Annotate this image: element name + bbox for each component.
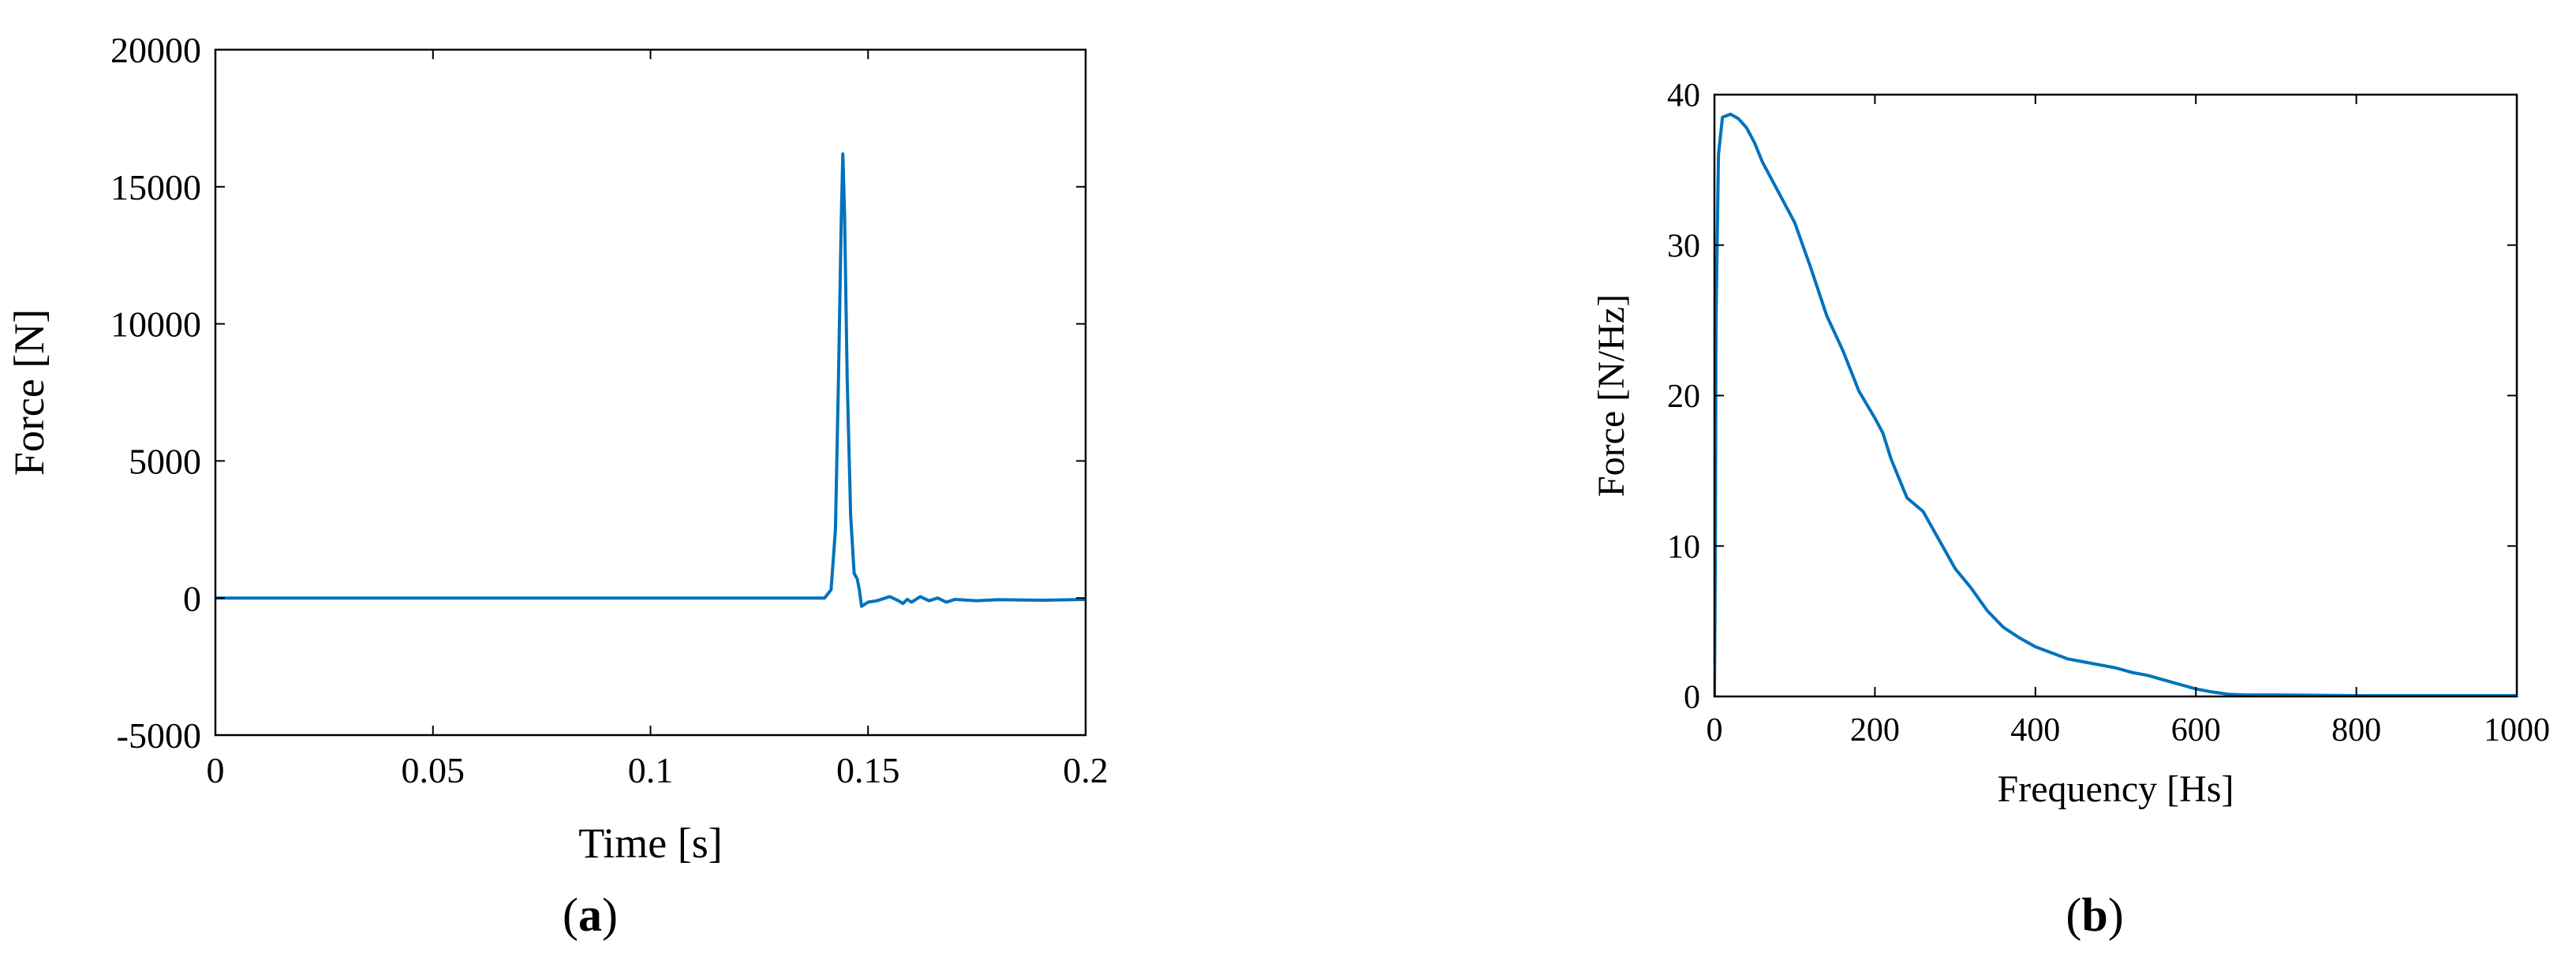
x-axis-label: Frequency [Hs] xyxy=(1998,768,2234,810)
panel-label: (b) xyxy=(2066,889,2123,941)
x-axis-label: Time [s] xyxy=(578,820,723,867)
series-line-0 xyxy=(215,152,1086,608)
y-axis-label: Force [N] xyxy=(6,309,53,476)
y-axis-label: Force [N/Hz] xyxy=(1591,294,1632,497)
y-tick-label: 0 xyxy=(1684,680,1700,716)
panel-label: (a) xyxy=(563,889,618,941)
panel-label-letter: a xyxy=(578,889,602,941)
y-tick-label: 20 xyxy=(1667,379,1700,415)
panel-label-open: ( xyxy=(563,889,578,941)
y-tick-label: 15000 xyxy=(110,167,201,207)
x-tick-label: 0.1 xyxy=(628,750,674,790)
panel-label-open: ( xyxy=(2066,889,2081,941)
y-tick-label: 5000 xyxy=(129,442,201,482)
x-tick-label: 600 xyxy=(2171,712,2221,749)
x-tick-label: 0.2 xyxy=(1063,750,1109,790)
series-line-0 xyxy=(1714,112,2517,696)
panel-label-close: ) xyxy=(2108,889,2124,941)
y-tick-label: 10 xyxy=(1667,529,1700,566)
x-tick-label: 400 xyxy=(2010,712,2060,749)
axes-box xyxy=(214,48,1087,737)
y-tick-label: -5000 xyxy=(117,715,201,756)
y-tick-label: 40 xyxy=(1667,78,1700,114)
y-tick-label: 10000 xyxy=(110,304,201,345)
axes-box xyxy=(1713,93,2518,698)
y-tick-label: 30 xyxy=(1667,228,1700,264)
x-tick-label: 0.05 xyxy=(402,750,465,790)
x-tick-label: 200 xyxy=(1850,712,1900,749)
chart-panel-a: 0 0.05 0.1 0.15 0.2-500005000100001500020000… xyxy=(6,30,1109,941)
panel-label-letter: b xyxy=(2081,889,2107,941)
y-tick-label: 0 xyxy=(183,578,201,618)
x-tick-label: 1000 xyxy=(2484,712,2550,749)
x-tick-label: 0 xyxy=(1707,712,1723,749)
x-tick-label: 800 xyxy=(2331,712,2381,749)
chart-panel-b: 0 200 400 600 800 1000 0 10 20 30 40 Frequency [Hs]… xyxy=(1591,78,2550,941)
x-tick-label: 0.15 xyxy=(836,750,900,790)
y-tick-label: 20000 xyxy=(110,30,201,70)
x-tick-label: 0 xyxy=(207,750,225,790)
panel-label-close: ) xyxy=(602,889,618,941)
